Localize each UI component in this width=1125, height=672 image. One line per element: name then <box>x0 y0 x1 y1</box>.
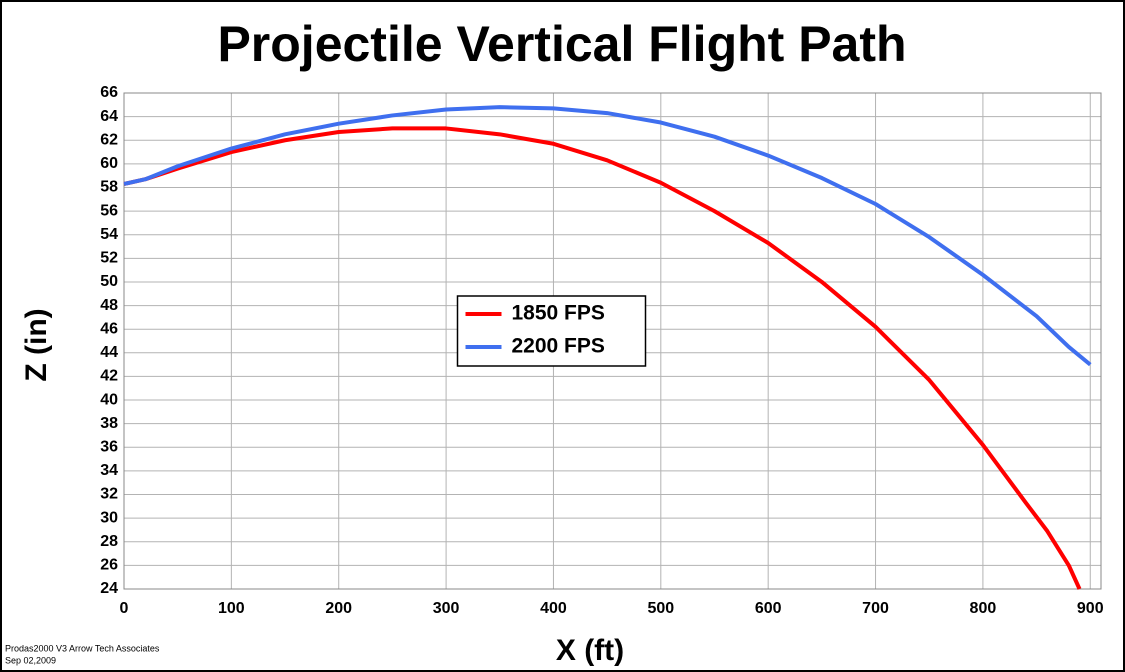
x-tick-label: 700 <box>862 600 889 617</box>
y-tick-label: 40 <box>100 391 118 408</box>
y-tick-label: 64 <box>100 108 118 125</box>
x-tick-label: 400 <box>540 600 567 617</box>
y-tick-label: 46 <box>100 320 118 337</box>
x-tick-label: 0 <box>120 600 129 617</box>
y-tick-label: 48 <box>100 297 118 314</box>
y-tick-label: 50 <box>100 273 118 290</box>
legend-label: 2200 FPS <box>512 335 605 358</box>
x-tick-label: 800 <box>970 600 997 617</box>
y-tick-label: 66 <box>100 84 118 101</box>
x-tick-label: 300 <box>433 600 460 617</box>
y-tick-label: 62 <box>100 131 118 148</box>
y-tick-label: 28 <box>100 533 118 550</box>
y-tick-label: 26 <box>100 557 118 574</box>
y-tick-label: 52 <box>100 250 118 267</box>
y-tick-label: 44 <box>100 344 118 361</box>
y-tick-label: 58 <box>100 179 118 196</box>
plot-border <box>123 92 1102 590</box>
y-tick-label: 34 <box>100 462 118 479</box>
x-tick-label: 600 <box>755 600 782 617</box>
y-tick-label: 56 <box>100 202 118 219</box>
y-axis-label: Z (in) <box>20 308 53 381</box>
chart-title: Projectile Vertical Flight Path <box>217 16 906 72</box>
y-tick-label: 38 <box>100 415 118 432</box>
legend-label: 1850 FPS <box>512 302 605 325</box>
x-tick-label: 500 <box>647 600 674 617</box>
y-tick-label: 30 <box>100 509 118 526</box>
y-tick-label: 42 <box>100 368 118 385</box>
x-tick-label: 200 <box>325 600 352 617</box>
y-tick-label: 60 <box>100 155 118 172</box>
legend-box <box>456 295 647 367</box>
y-tick-label: 36 <box>100 439 118 456</box>
y-tick-label: 54 <box>100 226 118 243</box>
x-tick-label: 100 <box>218 600 245 617</box>
footer: Sep 02,2009 <box>5 655 56 665</box>
y-tick-label: 32 <box>100 486 118 503</box>
y-tick-label: 24 <box>100 580 118 597</box>
line <box>123 126 1082 590</box>
x-axis-label: X (ft) <box>556 634 624 667</box>
x-tick-label: 900 <box>1077 600 1104 617</box>
line <box>123 105 1092 367</box>
footer: Prodas2000 V3 Arrow Tech Associates <box>5 643 160 653</box>
